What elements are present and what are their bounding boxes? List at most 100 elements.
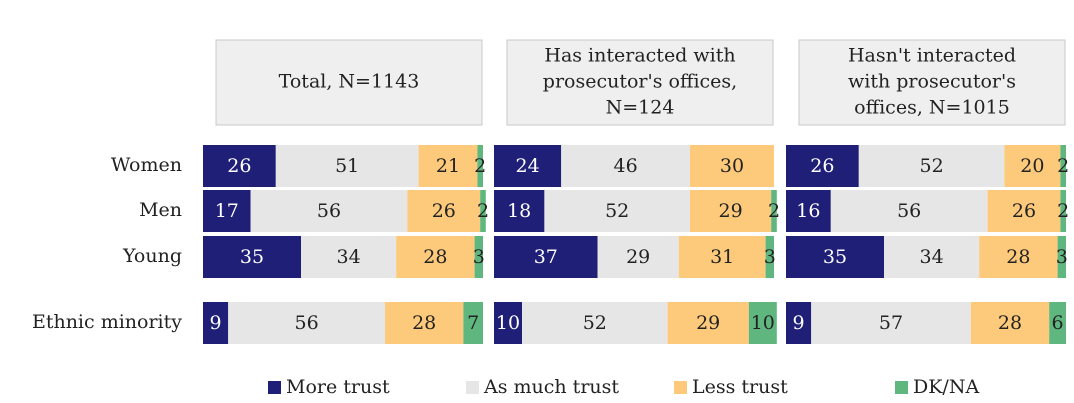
row-label: Ethnic minority bbox=[32, 311, 182, 333]
bar-segment bbox=[667, 302, 749, 344]
legend-label: Less trust bbox=[692, 376, 788, 398]
data-label: 56 bbox=[295, 312, 319, 334]
data-label: 37 bbox=[534, 246, 558, 268]
data-label: 56 bbox=[317, 200, 341, 222]
bar-segment bbox=[786, 145, 859, 187]
bar-segment bbox=[203, 145, 276, 187]
row-label: Young bbox=[122, 245, 182, 267]
data-label: 2 bbox=[477, 200, 489, 222]
bar-segment bbox=[1004, 145, 1061, 187]
data-label: 7 bbox=[467, 312, 479, 334]
bar-segment bbox=[396, 236, 475, 278]
bar-segment bbox=[544, 190, 690, 232]
bar-segment bbox=[474, 236, 483, 278]
bar-segment bbox=[786, 302, 812, 344]
bar-segment bbox=[494, 145, 562, 187]
panel-title: N=124 bbox=[606, 97, 675, 119]
panel-title: with prosecutor's bbox=[848, 71, 1016, 93]
data-label: 34 bbox=[920, 246, 944, 268]
data-label: 56 bbox=[897, 200, 921, 222]
panel-header bbox=[215, 39, 483, 126]
data-label: 20 bbox=[1020, 155, 1044, 177]
bar-segment bbox=[228, 302, 385, 344]
data-label: 26 bbox=[432, 200, 456, 222]
bar-segment bbox=[987, 190, 1061, 232]
data-label: 26 bbox=[1012, 200, 1036, 222]
bar-segment bbox=[407, 190, 481, 232]
data-label: 35 bbox=[823, 246, 847, 268]
data-label: 52 bbox=[605, 200, 629, 222]
data-label: 29 bbox=[626, 246, 650, 268]
bar-segment bbox=[522, 302, 668, 344]
bar-segment bbox=[1057, 236, 1066, 278]
bar-segment bbox=[275, 145, 419, 187]
bar-segment bbox=[858, 145, 1005, 187]
data-label: 34 bbox=[337, 246, 361, 268]
data-label: 31 bbox=[710, 246, 734, 268]
legend-label: More trust bbox=[286, 376, 390, 398]
bar-segment bbox=[765, 236, 774, 278]
data-label: 35 bbox=[240, 246, 264, 268]
data-label: 10 bbox=[751, 312, 775, 334]
bar-segment bbox=[250, 190, 408, 232]
data-label: 24 bbox=[516, 155, 540, 177]
bar-segment bbox=[884, 236, 980, 278]
bar-segment bbox=[418, 145, 478, 187]
bar-segment bbox=[480, 190, 486, 232]
data-label: 2 bbox=[474, 155, 486, 177]
panel-title: Hasn't interacted bbox=[848, 45, 1016, 67]
data-label: 2 bbox=[768, 200, 780, 222]
data-label: 29 bbox=[719, 200, 743, 222]
bar-segment bbox=[494, 236, 598, 278]
bar-segment bbox=[690, 190, 772, 232]
panel-header bbox=[798, 39, 1066, 126]
bar-segment bbox=[1060, 145, 1066, 187]
bar-segment bbox=[970, 302, 1050, 344]
data-label: 18 bbox=[507, 200, 531, 222]
legend-swatch bbox=[268, 381, 281, 394]
bar-segment bbox=[477, 145, 483, 187]
data-label: 29 bbox=[696, 312, 720, 334]
bar-segment bbox=[463, 302, 483, 344]
panel-title: prosecutor's offices, bbox=[543, 71, 737, 93]
bar-segment bbox=[678, 236, 766, 278]
bar-segment bbox=[597, 236, 679, 278]
legend-label: DK/NA bbox=[913, 376, 979, 398]
panel-title: Has interacted with bbox=[544, 45, 735, 67]
bar-segment bbox=[561, 145, 690, 187]
data-label: 2 bbox=[1057, 155, 1069, 177]
data-label: 28 bbox=[412, 312, 436, 334]
row-label: Men bbox=[139, 199, 182, 221]
data-label: 21 bbox=[436, 155, 460, 177]
data-label: 51 bbox=[335, 155, 359, 177]
panel-title: Total, N=1143 bbox=[279, 71, 420, 93]
data-label: 28 bbox=[423, 246, 447, 268]
bar-segment bbox=[979, 236, 1058, 278]
data-label: 26 bbox=[810, 155, 834, 177]
data-label: 28 bbox=[998, 312, 1022, 334]
data-label: 17 bbox=[215, 200, 239, 222]
row-label: Women bbox=[111, 154, 182, 176]
bar-segment bbox=[811, 302, 971, 344]
data-label: 9 bbox=[210, 312, 222, 334]
data-label: 57 bbox=[879, 312, 903, 334]
bar-segment bbox=[301, 236, 397, 278]
data-label: 2 bbox=[1057, 200, 1069, 222]
data-label: 9 bbox=[793, 312, 805, 334]
data-label: 30 bbox=[720, 155, 744, 177]
data-label: 52 bbox=[920, 155, 944, 177]
panel-title: offices, N=1015 bbox=[854, 97, 1010, 119]
data-label: 10 bbox=[496, 312, 520, 334]
bar-segment bbox=[203, 302, 229, 344]
bar-segment bbox=[203, 236, 301, 278]
data-label: 52 bbox=[583, 312, 607, 334]
data-label: 26 bbox=[227, 155, 251, 177]
panel-header bbox=[506, 39, 774, 126]
bar-segment bbox=[771, 190, 777, 232]
data-label: 3 bbox=[473, 246, 485, 268]
data-label: 16 bbox=[796, 200, 820, 222]
bar-segment bbox=[494, 302, 522, 344]
bar-segment bbox=[786, 236, 884, 278]
bar-segment bbox=[203, 190, 251, 232]
data-label: 6 bbox=[1052, 312, 1064, 334]
